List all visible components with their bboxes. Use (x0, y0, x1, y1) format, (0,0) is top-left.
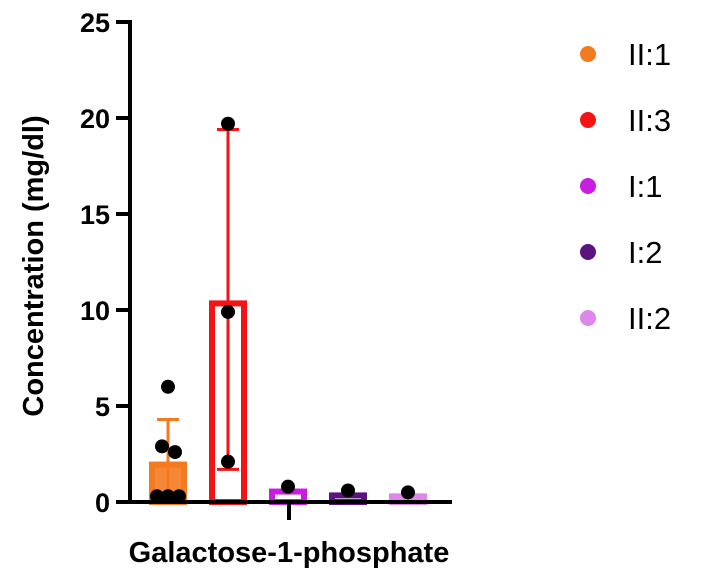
legend-marker-4 (580, 244, 596, 260)
bars (149, 300, 427, 505)
legend-label-2: II:3 (628, 103, 671, 138)
y-axis: 0 5 10 15 20 25 (80, 8, 132, 518)
legend-label-3: I:1 (628, 169, 662, 204)
data-point (221, 116, 235, 131)
legend-marker-5 (580, 310, 596, 326)
legend-label-4: I:2 (628, 235, 662, 270)
legend-marker-1 (580, 46, 596, 62)
legend-label-5: II:2 (628, 301, 671, 336)
y-tick-label: 0 (95, 488, 110, 518)
data-point (150, 489, 164, 504)
data-point (401, 485, 415, 500)
data-point (221, 454, 235, 469)
y-tick-label: 20 (80, 104, 110, 134)
y-tick-label: 5 (95, 392, 110, 422)
legend-marker-2 (580, 112, 596, 128)
legend-marker-3 (580, 178, 596, 194)
data-point (168, 445, 182, 460)
y-tick-label: 25 (80, 8, 110, 38)
data-point (221, 304, 235, 319)
y-tick-label: 10 (80, 296, 110, 326)
data-point (161, 489, 175, 504)
data-points (150, 116, 415, 504)
data-point (341, 483, 355, 498)
legend: II:1 II:3 I:1 I:2 II:2 (580, 37, 671, 336)
x-axis (130, 500, 452, 520)
data-point (172, 489, 186, 504)
data-point (155, 439, 169, 454)
y-axis-title: Concentration (mg/dl) (18, 115, 50, 416)
y-tick-label: 15 (80, 200, 110, 230)
legend-label-1: II:1 (628, 37, 671, 72)
data-point (161, 379, 175, 394)
data-point (281, 479, 295, 494)
x-axis-title: Galactose-1-phosphate (129, 537, 450, 569)
